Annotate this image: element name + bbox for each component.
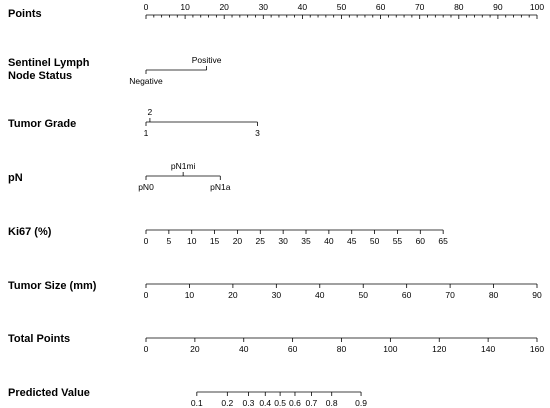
row-tick-label: 80	[489, 290, 499, 300]
row-tick-label: 0.6	[289, 398, 301, 408]
row-tick-label: 60	[402, 290, 412, 300]
level-label: 3	[255, 128, 260, 138]
nomogram-row: Ki67 (%) 0 5 10 15 20 25 30 35 40 45 50 55 60 65	[8, 226, 448, 246]
row-tick-label: 5	[166, 236, 171, 246]
row-tick-label: 0.5	[274, 398, 286, 408]
row-tick-label: 40	[239, 344, 249, 354]
row-tick-label: 20	[233, 236, 243, 246]
nomogram-row: pN pN0 pN1mi pN1a	[8, 161, 231, 192]
points-axis-tick-label: 60	[376, 2, 386, 12]
row-tick-label: 70	[445, 290, 455, 300]
row-tick-label: 0.8	[326, 398, 338, 408]
nomogram-row: Total Points 0 20 40 60 80 100 120 140 160	[8, 333, 544, 354]
row-tick-label: 40	[315, 290, 325, 300]
row-tick-label: 140	[481, 344, 495, 354]
points-axis-tick-label: 100	[530, 2, 544, 12]
row-label: Tumor Grade	[8, 118, 76, 130]
row-tick-label: 0	[144, 290, 149, 300]
row-tick-label: 0.1	[191, 398, 203, 408]
points-axis-tick-label: 50	[337, 2, 347, 12]
row-tick-label: 45	[347, 236, 357, 246]
points-axis-label: Points	[8, 8, 42, 20]
row-label: Sentinel Lymph	[8, 57, 90, 69]
row-label: Tumor Size (mm)	[8, 280, 97, 292]
row-tick-label: 65	[438, 236, 448, 246]
row-tick-label: 55	[393, 236, 403, 246]
nomogram-row: Tumor Size (mm) 0 10 20 30 40 50 60 70 80 90	[8, 280, 542, 300]
points-axis-tick-label: 80	[454, 2, 464, 12]
points-axis-tick-label: 30	[259, 2, 269, 12]
row-tick-label: 40	[324, 236, 334, 246]
row-tick-label: 25	[256, 236, 266, 246]
points-axis-tick-label: 70	[415, 2, 425, 12]
level-label: 2	[148, 107, 153, 117]
level-label: 1	[144, 128, 149, 138]
level-label: Positive	[192, 55, 222, 65]
row-tick-label: 0.3	[243, 398, 255, 408]
points-axis: Points 0 10 20 30 40 50 60 70 80 90 100	[8, 2, 544, 20]
points-axis-tick-label: 40	[298, 2, 308, 12]
row-tick-label: 10	[187, 236, 197, 246]
row-tick-label: 30	[278, 236, 288, 246]
row-tick-label: 35	[301, 236, 311, 246]
row-label: Ki67 (%)	[8, 226, 52, 238]
row-tick-label: 100	[383, 344, 397, 354]
row-tick-label: 30	[272, 290, 282, 300]
level-label: pN1a	[210, 182, 231, 192]
row-tick-label: 20	[190, 344, 200, 354]
row-tick-label: 0	[144, 236, 149, 246]
row-tick-label: 15	[210, 236, 220, 246]
row-tick-label: 0.7	[305, 398, 317, 408]
row-tick-label: 90	[532, 290, 542, 300]
row-tick-label: 160	[530, 344, 544, 354]
row-tick-label: 0.2	[221, 398, 233, 408]
row-tick-label: 20	[228, 290, 238, 300]
row-tick-label: 60	[416, 236, 426, 246]
level-label: Negative	[129, 76, 163, 86]
row-label: Predicted Value	[8, 387, 90, 399]
row-tick-label: 0.4	[259, 398, 271, 408]
row-tick-label: 60	[288, 344, 298, 354]
points-axis-tick-label: 0	[144, 2, 149, 12]
points-axis-tick-label: 20	[219, 2, 229, 12]
row-tick-label: 120	[432, 344, 446, 354]
nomogram-row: Predicted Value 0.1 0.2 0.3 0.4 0.5 0.6 0.7 0.8 0…	[8, 387, 367, 408]
row-label: Total Points	[8, 333, 70, 345]
points-axis-tick-label: 90	[493, 2, 503, 12]
row-label: pN	[8, 172, 23, 184]
row-tick-label: 10	[185, 290, 195, 300]
row-tick-label: 0.9	[355, 398, 367, 408]
level-label: pN0	[138, 182, 154, 192]
row-tick-label: 80	[337, 344, 347, 354]
row-label: Node Status	[8, 70, 72, 82]
row-tick-label: 50	[370, 236, 380, 246]
nomogram-row: Tumor Grade 1 2 3	[8, 107, 260, 138]
level-label: pN1mi	[171, 161, 196, 171]
row-tick-label: 50	[358, 290, 368, 300]
row-tick-label: 0	[144, 344, 149, 354]
points-axis-tick-label: 10	[180, 2, 190, 12]
